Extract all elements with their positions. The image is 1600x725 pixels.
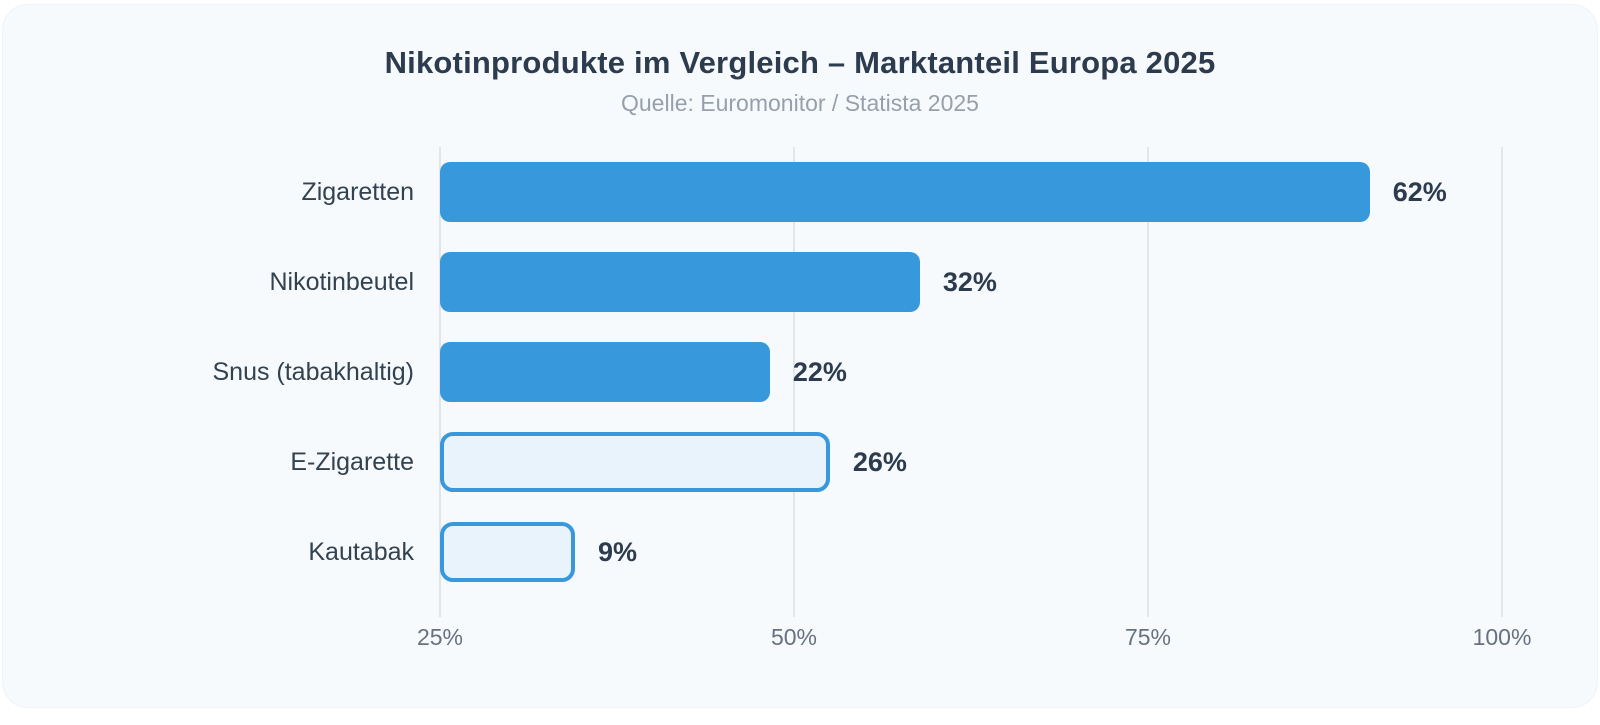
gridline — [1147, 147, 1149, 617]
bar-solid — [440, 342, 770, 402]
x-tick-label: 25% — [416, 624, 464, 650]
value-label: 32% — [942, 266, 997, 297]
category-label: Snus (tabakhaltig) — [212, 357, 414, 386]
value-label: 9% — [597, 536, 637, 567]
x-tick-label: 100% — [1472, 624, 1532, 650]
value-label: 26% — [852, 446, 907, 477]
bar-row: E-Zigarette 26% — [290, 417, 1502, 507]
chart-card: Nikotinprodukte im Vergleich – Marktante… — [2, 4, 1598, 708]
bar-row: Zigaretten 62% — [301, 147, 1502, 237]
chart-subtitle: Quelle: Euromonitor / Statista 2025 — [621, 90, 979, 116]
plot-area: Zigaretten 62% Nikotinbeutel 32% Snus (tabak… — [212, 147, 1503, 617]
gridline — [792, 147, 795, 617]
value-label: 22% — [792, 356, 847, 387]
bar-outline — [440, 432, 830, 492]
bar-row: Kautabak 9% — [308, 507, 1502, 597]
category-label: Kautabak — [308, 537, 414, 566]
x-tick-label: 75% — [1124, 624, 1172, 650]
x-axis-ticks: 25% 50% 75% 100% — [417, 624, 1531, 656]
value-label: 62% — [1392, 176, 1447, 207]
bar-row: Snus (tabakhaltig) 22% — [212, 327, 1502, 417]
category-label: E-Zigarette — [290, 447, 414, 476]
bar-solid — [440, 162, 1370, 222]
bar-outline — [440, 522, 575, 582]
chart-title: Nikotinprodukte im Vergleich – Marktante… — [384, 45, 1216, 80]
x-tick-label: 50% — [770, 624, 818, 650]
bar-row: Nikotinbeutel 32% — [269, 237, 1502, 327]
bar-solid — [440, 252, 920, 312]
gridline — [1501, 147, 1503, 617]
category-label: Nikotinbeutel — [269, 267, 414, 296]
category-label: Zigaretten — [301, 177, 414, 206]
